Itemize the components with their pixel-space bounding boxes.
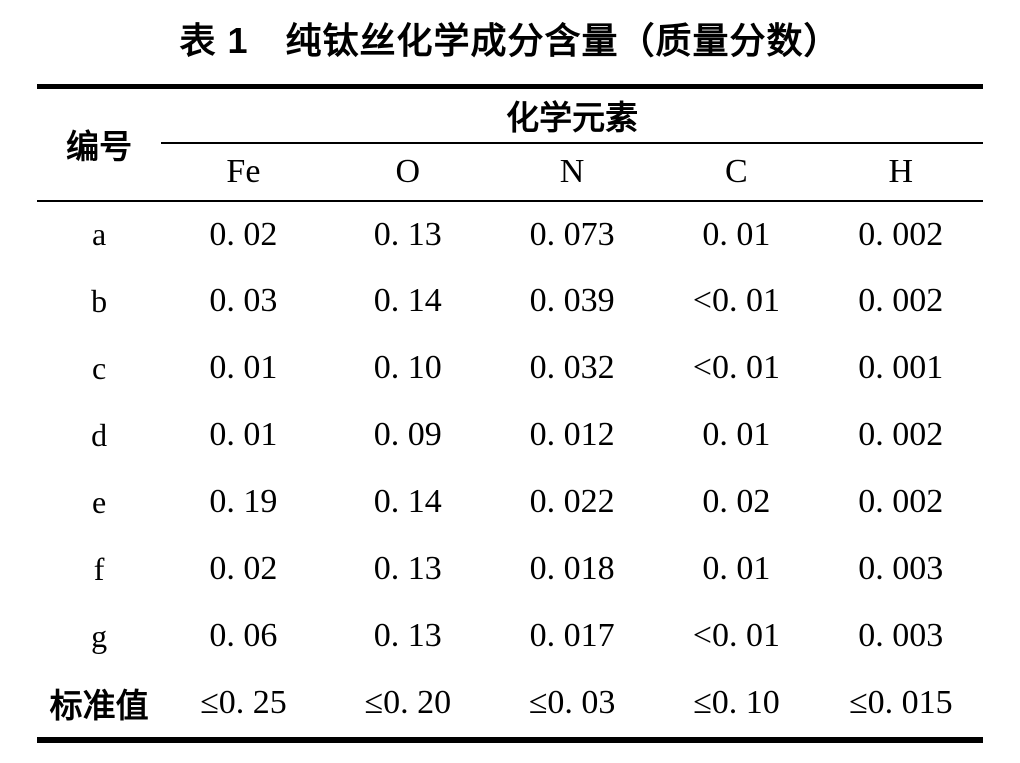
cell-value: 0. 003 — [858, 550, 944, 587]
column-header-c: C — [654, 142, 819, 202]
row-label: e — [92, 483, 107, 520]
table-row: e 0. 19 0. 14 0. 022 0. 02 0. 002 — [37, 469, 983, 536]
cell-value: 0. 13 — [373, 215, 442, 253]
cell-value: 0. 02 — [209, 550, 278, 587]
cell-value: 0. 01 — [702, 416, 771, 453]
cell-value: 0. 19 — [209, 483, 278, 520]
row-label: f — [93, 550, 105, 587]
table-caption: 表 1 纯钛丝化学成分含量（质量分数） — [179, 20, 841, 61]
cell-value: <0. 01 — [692, 617, 780, 654]
header-row-group: 编号 化学元素 — [37, 86, 983, 202]
cell-value: <0. 01 — [692, 349, 780, 386]
cell-value: 0. 022 — [529, 483, 615, 520]
column-header-fe: Fe — [161, 142, 326, 202]
cell-value: 0. 002 — [858, 483, 944, 520]
cell-value: 0. 073 — [529, 215, 615, 253]
table-row: f 0. 02 0. 13 0. 018 0. 01 0. 003 — [37, 536, 983, 603]
cell-value: 0. 003 — [858, 617, 944, 654]
corner-header: 编号 — [37, 86, 162, 202]
cell-value: 0. 14 — [373, 282, 442, 319]
group-header: 化学元素 — [161, 86, 983, 144]
cell-value: 0. 032 — [529, 349, 615, 386]
cell-value: ≤0. 25 — [200, 684, 287, 721]
table-row: g 0. 06 0. 13 0. 017 <0. 01 0. 003 — [37, 603, 983, 670]
cell-value: ≤0. 10 — [693, 684, 780, 721]
table-row: c 0. 01 0. 10 0. 032 <0. 01 0. 001 — [37, 335, 983, 402]
cell-value: 0. 02 — [209, 215, 278, 253]
column-header-h: H — [818, 142, 983, 202]
cell-value: 0. 002 — [858, 282, 944, 319]
table-row: b 0. 03 0. 14 0. 039 <0. 01 0. 002 — [37, 268, 983, 335]
cell-value: 0. 14 — [373, 483, 442, 520]
cell-value: 0. 012 — [529, 416, 615, 453]
cell-value: 0. 001 — [858, 349, 944, 386]
row-label: g — [91, 617, 108, 654]
cell-value: 0. 13 — [373, 550, 442, 587]
cell-value: 0. 01 — [702, 550, 771, 587]
row-label: a — [92, 216, 107, 252]
cell-value: 0. 01 — [209, 416, 278, 453]
table-row: a 0. 02 0. 13 0. 073 0. 01 0. 002 — [37, 201, 983, 268]
cell-value: 0. 002 — [858, 215, 944, 253]
header-row-elements: Fe O N C H — [37, 142, 983, 202]
cell-value: ≤0. 015 — [848, 684, 953, 721]
column-header-o: O — [325, 142, 490, 202]
cell-value: 0. 01 — [209, 349, 278, 386]
cell-value: 0. 09 — [373, 416, 442, 453]
cell-value: 0. 03 — [209, 282, 278, 319]
row-label-standard: 标准值 — [49, 687, 149, 724]
cell-value: ≤0. 03 — [528, 684, 616, 721]
cell-value: 0. 017 — [529, 617, 615, 654]
row-label: b — [91, 282, 108, 319]
row-label: c — [92, 349, 107, 386]
cell-value: 0. 06 — [209, 617, 278, 654]
row-label: d — [91, 416, 108, 453]
cell-value: 0. 10 — [373, 349, 442, 386]
cell-value: ≤0. 20 — [364, 684, 452, 721]
cell-value: 0. 02 — [702, 483, 771, 520]
cell-value: 0. 01 — [702, 215, 771, 253]
column-header-n: N — [489, 142, 655, 202]
cell-value: <0. 01 — [692, 282, 780, 319]
cell-value: 0. 13 — [373, 617, 442, 654]
table-row-standard: 标准值 ≤0. 25 ≤0. 20 ≤0. 03 ≤0. 10 ≤0. 015 — [37, 670, 983, 740]
cell-value: 0. 039 — [529, 282, 615, 319]
cell-value: 0. 018 — [529, 550, 615, 587]
cell-value: 0. 002 — [858, 416, 944, 453]
table-row: d 0. 01 0. 09 0. 012 0. 01 0. 002 — [37, 402, 983, 469]
composition-table: 编号 化学元素 Fe O N C H a 0. 02 0. 13 0. 073 … — [37, 84, 983, 743]
